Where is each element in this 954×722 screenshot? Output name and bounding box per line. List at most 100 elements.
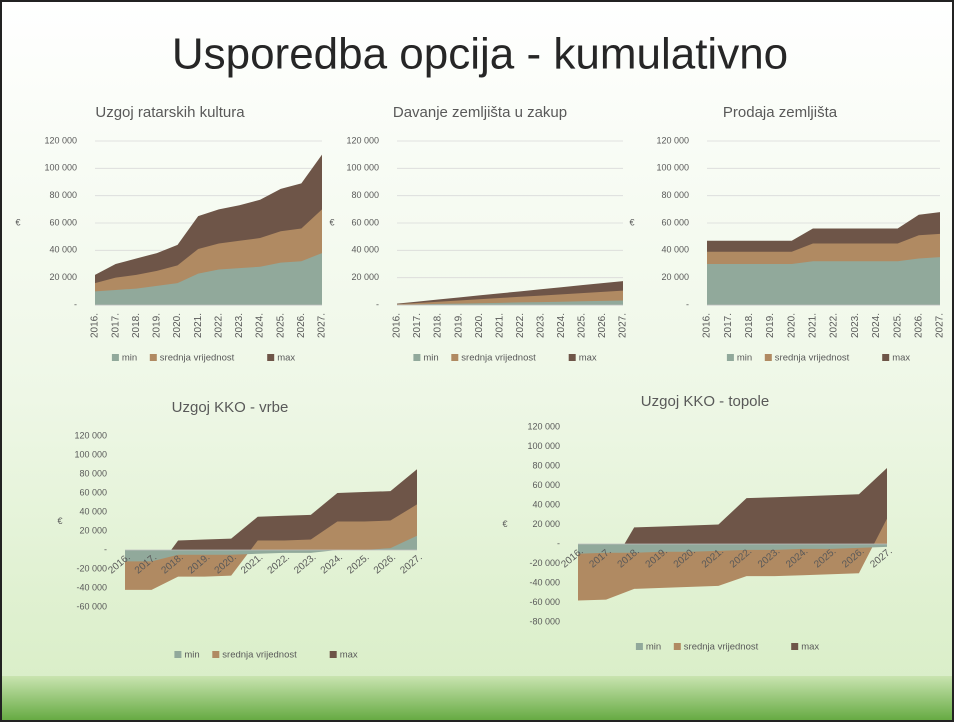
y-tick-label: 120 000 <box>44 135 77 145</box>
x-tick-label: 2020. <box>786 313 797 338</box>
y-axis-title: € <box>629 217 634 227</box>
x-tick-label: 2025. <box>892 313 903 338</box>
y-axis-title: € <box>15 217 20 227</box>
x-tick-label: 2026. <box>597 313 608 338</box>
area <box>95 253 322 305</box>
legend-swatch <box>568 354 576 361</box>
area <box>707 257 940 305</box>
y-tick-label: 100 000 <box>44 163 77 173</box>
y-tick-label: 40 000 <box>79 506 107 516</box>
area <box>578 518 887 601</box>
x-tick-label: 2019. <box>453 313 464 338</box>
y-tick-label: 120 000 <box>656 135 689 145</box>
y-tick-label: 60 000 <box>49 217 77 227</box>
x-tick-label: 2018. <box>131 313 142 338</box>
y-tick-label: 80 000 <box>79 468 107 478</box>
x-tick-label: 2018. <box>744 313 755 338</box>
chart-title: Uzgoj KKO - topole <box>641 393 769 410</box>
legend-swatch <box>764 354 772 361</box>
chart-title: Prodaja zemljišta <box>723 104 838 121</box>
legend-swatch <box>882 354 890 361</box>
x-tick-label: 2026. <box>913 313 924 338</box>
legend-swatch <box>111 354 119 361</box>
y-axis-title: € <box>57 516 62 526</box>
y-tick-label: 60 000 <box>79 487 107 497</box>
y-tick-label: 100 000 <box>346 163 379 173</box>
area <box>578 467 887 577</box>
y-tick-label: 60 000 <box>351 217 379 227</box>
y-tick-label: 80 000 <box>49 190 77 200</box>
chart: Davanje zemljišta u zakup € - 20 000 40 000 6… <box>329 104 628 364</box>
x-tick-label: 2024. <box>255 313 266 338</box>
legend-swatch <box>673 643 681 650</box>
x-tick-label: 2022. <box>829 313 840 338</box>
legend-swatch <box>149 354 157 361</box>
chart: Uzgoj ratarskih kultura € - 20 000 40 000 60 … <box>15 104 327 364</box>
y-tick-label: 40 000 <box>532 499 560 509</box>
y-tick-label: 20 000 <box>661 272 689 282</box>
legend-label: max <box>340 650 358 661</box>
y-axis-title: € <box>329 217 334 227</box>
chart-title: Uzgoj KKO - vrbe <box>172 399 289 416</box>
y-tick-label: 20 000 <box>532 519 560 529</box>
x-tick-label: 2025. <box>577 313 588 338</box>
y-tick-label: -20 000 <box>529 558 560 568</box>
legend-swatch <box>329 651 337 658</box>
y-tick-label: - <box>557 538 560 548</box>
legend-swatch <box>267 354 275 361</box>
y-tick-label: -40 000 <box>529 577 560 587</box>
y-tick-label: 60 000 <box>532 480 560 490</box>
y-tick-label: 80 000 <box>351 190 379 200</box>
x-tick-label: 2027. <box>935 313 946 338</box>
y-tick-label: - <box>686 299 689 309</box>
legend-swatch <box>726 354 734 361</box>
chart-title: Uzgoj ratarskih kultura <box>95 104 245 121</box>
x-tick-label: 2027. <box>317 313 328 338</box>
x-tick-label: 2017. <box>110 313 121 338</box>
x-tick-label: 2022. <box>515 313 526 338</box>
legend-swatch <box>451 354 459 361</box>
legend-label: min <box>646 642 661 653</box>
footer-band <box>0 676 954 722</box>
area <box>125 535 417 562</box>
legend-label: max <box>892 353 910 364</box>
y-tick-label: 40 000 <box>661 245 689 255</box>
legend-label: max <box>277 353 295 364</box>
y-tick-label: -60 000 <box>529 597 560 607</box>
x-tick-label: 2024. <box>556 313 567 338</box>
legend-swatch <box>413 354 421 361</box>
y-tick-label: 40 000 <box>49 245 77 255</box>
y-axis-title: € <box>502 519 507 529</box>
legend-label: srednja vrijednost <box>160 353 235 364</box>
legend-label: min <box>423 353 438 364</box>
x-tick-label: 2017. <box>723 313 734 338</box>
x-tick-label: 2024. <box>871 313 882 338</box>
x-tick-label: 2020. <box>474 313 485 338</box>
area <box>578 544 887 554</box>
x-tick-label: 2021. <box>494 313 505 338</box>
x-tick-label: 2016. <box>702 313 713 338</box>
chart: Prodaja zemljišta € - 20 000 40 000 60 000 80 … <box>629 104 945 364</box>
legend-swatch <box>174 651 182 658</box>
x-tick-label: 2019. <box>765 313 776 338</box>
x-tick-label: 2021. <box>808 313 819 338</box>
y-tick-label: - <box>104 544 107 554</box>
x-tick-label: 2023. <box>234 313 245 338</box>
area <box>397 290 623 305</box>
y-tick-label: 60 000 <box>661 217 689 227</box>
legend-label: srednja vrijednost <box>461 353 536 364</box>
legend-swatch <box>791 643 799 650</box>
x-tick-label: 2018. <box>433 313 444 338</box>
x-tick-label: 2026. <box>296 313 307 338</box>
legend-label: srednja vrijednost <box>775 353 850 364</box>
y-tick-label: 120 000 <box>346 135 379 145</box>
y-tick-label: - <box>376 299 379 309</box>
y-tick-label: -60 000 <box>76 601 107 611</box>
y-tick-label: -40 000 <box>76 582 107 592</box>
y-tick-label: -80 000 <box>529 616 560 626</box>
x-tick-label: 2023. <box>535 313 546 338</box>
